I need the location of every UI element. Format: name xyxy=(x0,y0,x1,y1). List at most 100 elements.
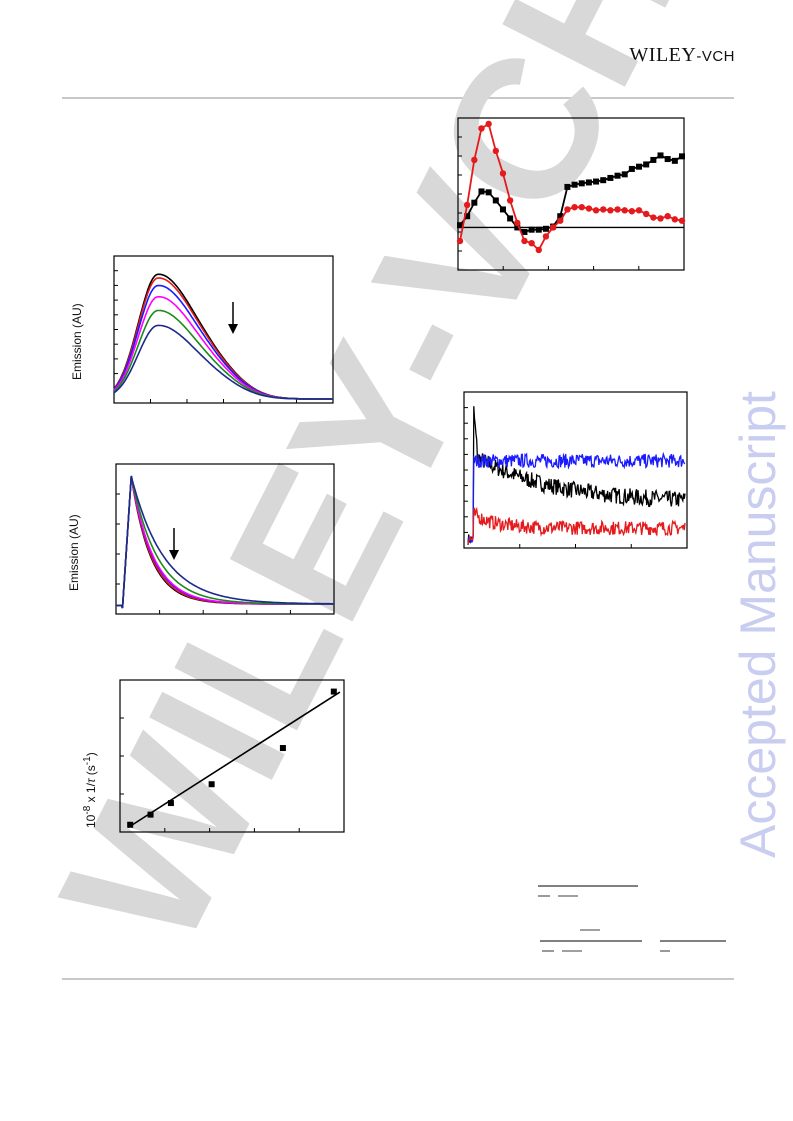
data-point xyxy=(127,821,134,828)
kinetics-trace xyxy=(467,506,686,545)
square-marker xyxy=(636,163,643,170)
emission-decay-line xyxy=(116,475,334,609)
plot-frame xyxy=(119,679,345,833)
square-marker xyxy=(650,156,657,163)
square-marker xyxy=(485,189,492,196)
circle-marker xyxy=(600,206,607,213)
circle-marker xyxy=(492,147,500,155)
equation-2 xyxy=(540,929,726,952)
emission-spectra-chart xyxy=(113,255,334,404)
transient-spectra-chart xyxy=(456,117,686,271)
square-marker xyxy=(535,226,542,233)
square-marker xyxy=(578,180,585,187)
circle-marker xyxy=(456,237,464,245)
square-marker xyxy=(679,153,685,160)
square-marker xyxy=(585,179,592,186)
series-group xyxy=(456,120,686,254)
logo-main-text: WILEY xyxy=(629,44,697,66)
emission-decay-line xyxy=(116,475,334,609)
square-marker xyxy=(471,199,478,206)
watermark-side-text: Accepted Manuscript xyxy=(730,391,786,858)
square-marker xyxy=(671,157,678,164)
circle-marker xyxy=(485,120,492,128)
circle-marker xyxy=(678,217,686,224)
plot-frame xyxy=(113,255,334,404)
square-marker xyxy=(607,174,614,181)
emission-decay-line xyxy=(116,475,334,609)
series-group xyxy=(467,406,686,545)
axis-ticks xyxy=(463,391,688,549)
circle-marker xyxy=(542,233,550,240)
square-marker xyxy=(557,213,564,220)
circle-marker xyxy=(521,237,528,245)
kinetics-trace xyxy=(467,451,686,543)
series-group xyxy=(116,475,334,609)
emission-spectra-ylabel: Emission (AU) xyxy=(70,303,84,380)
axis-ticks xyxy=(115,463,335,615)
circle-marker xyxy=(628,208,636,215)
square-marker xyxy=(514,224,521,231)
circle-marker xyxy=(657,215,664,222)
kinetics-trace xyxy=(467,406,686,545)
circle-marker xyxy=(671,216,679,223)
transient-kinetics-chart xyxy=(463,391,688,549)
square-marker xyxy=(564,183,571,190)
data-point xyxy=(167,800,174,807)
circle-marker xyxy=(478,125,485,132)
circle-marker xyxy=(607,207,614,214)
rate-plot-chart xyxy=(119,679,345,833)
circle-marker xyxy=(514,219,521,227)
data-point xyxy=(330,688,337,695)
equation-fragments xyxy=(538,885,726,952)
circle-marker xyxy=(535,246,542,254)
series-group xyxy=(113,273,333,400)
decrease-arrow xyxy=(169,528,179,560)
square-marker xyxy=(492,197,499,204)
square-marker xyxy=(664,156,671,163)
square-marker xyxy=(593,178,600,185)
circle-marker xyxy=(499,170,507,177)
square-marker xyxy=(457,222,463,229)
axis-ticks xyxy=(457,117,685,271)
square-marker xyxy=(499,206,506,213)
emission-spectrum-line xyxy=(113,295,333,400)
square-marker xyxy=(542,225,549,232)
emission-spectrum-line xyxy=(113,309,333,400)
circle-marker xyxy=(463,201,471,209)
square-marker xyxy=(507,215,514,222)
circle-marker xyxy=(585,205,593,212)
emission-decay-line xyxy=(116,475,334,609)
square-marker xyxy=(521,228,528,235)
header-divider xyxy=(62,97,734,99)
square-marker xyxy=(571,181,578,188)
circle-marker xyxy=(549,224,557,231)
square-marker xyxy=(628,165,635,172)
square-marker xyxy=(614,172,621,179)
circle-marker xyxy=(564,206,571,213)
square-marker xyxy=(657,152,664,159)
decrease-arrow xyxy=(228,302,238,334)
circle-marker xyxy=(578,203,585,211)
circle-marker xyxy=(664,212,671,220)
axis-ticks xyxy=(113,255,334,404)
plot-frame xyxy=(457,117,685,271)
side-watermark: Accepted Manuscript xyxy=(730,391,786,858)
circle-marker xyxy=(635,207,643,214)
circle-marker xyxy=(571,203,578,211)
emission-spectrum-line xyxy=(113,277,333,400)
emission-decay-chart xyxy=(115,463,335,615)
footer-divider xyxy=(62,978,734,980)
circle-marker xyxy=(614,206,621,213)
publisher-logo: WILEY-VCH xyxy=(629,44,735,67)
data-point xyxy=(279,745,286,752)
emission-decay-line xyxy=(116,475,334,609)
emission-spectrum-line xyxy=(113,324,333,400)
emission-spectrum-line xyxy=(113,284,333,400)
square-marker xyxy=(464,213,471,220)
circle-marker xyxy=(650,214,657,221)
square-marker xyxy=(621,171,628,178)
circle-marker xyxy=(528,239,535,247)
circle-marker xyxy=(642,210,650,218)
circle-marker xyxy=(592,207,600,214)
axis-ticks xyxy=(119,679,345,833)
